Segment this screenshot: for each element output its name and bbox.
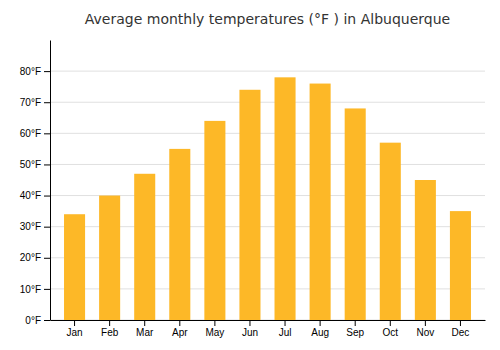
grid-line bbox=[50, 102, 485, 103]
x-tick-mark bbox=[249, 320, 250, 326]
y-tick-mark bbox=[44, 133, 50, 134]
y-tick: 70°F bbox=[20, 97, 50, 108]
y-tick: 50°F bbox=[20, 159, 50, 170]
y-tick: 10°F bbox=[20, 284, 50, 295]
y-tick: 30°F bbox=[20, 221, 50, 232]
y-tick: 0°F bbox=[25, 315, 50, 326]
x-tick-mark bbox=[355, 320, 356, 326]
plot: 0°F 10°F 20°F 30°F 40°F 50°F 60°F 70°F 80°F Jan Fe… bbox=[20, 41, 486, 339]
x-tick-label: Aug bbox=[311, 327, 329, 338]
x-tick: Jun bbox=[242, 320, 258, 338]
x-tick: Apr bbox=[172, 320, 188, 338]
x-tick-label: Oct bbox=[383, 327, 399, 338]
x-tick-label: Jun bbox=[242, 327, 258, 338]
y-tick-mark bbox=[44, 227, 50, 228]
x-tick-label: Mar bbox=[136, 327, 154, 338]
bar bbox=[64, 214, 85, 320]
x-tick-mark bbox=[109, 320, 110, 326]
x-axis: Jan Feb Mar Apr May Jun Jul Aug Sep Oct Nov Dec bbox=[51, 320, 486, 338]
x-tick: Dec bbox=[452, 320, 470, 338]
x-tick-mark bbox=[320, 320, 321, 326]
y-tick-mark bbox=[44, 196, 50, 197]
x-tick-mark bbox=[214, 320, 215, 326]
x-tick-mark bbox=[144, 320, 145, 326]
y-tick-label: 0°F bbox=[25, 315, 41, 326]
y-tick-mark bbox=[44, 102, 50, 103]
bar bbox=[204, 121, 225, 320]
y-tick-mark bbox=[44, 289, 50, 290]
x-tick: May bbox=[205, 320, 224, 338]
bars bbox=[64, 77, 471, 320]
bar bbox=[380, 143, 401, 320]
y-axis-line bbox=[50, 41, 51, 321]
x-tick: Nov bbox=[416, 320, 434, 338]
y-axis: 0°F 10°F 20°F 30°F 40°F 50°F 60°F 70°F 80°F bbox=[20, 41, 51, 326]
grid-line bbox=[50, 71, 485, 72]
x-tick-label: Nov bbox=[416, 327, 434, 338]
x-tick-mark bbox=[179, 320, 180, 326]
y-tick-mark bbox=[44, 258, 50, 259]
x-tick-label: Jul bbox=[279, 327, 292, 338]
y-tick-label: 60°F bbox=[20, 128, 41, 139]
x-tick-label: May bbox=[205, 327, 224, 338]
y-tick-label: 30°F bbox=[20, 221, 41, 232]
x-tick: Jan bbox=[66, 320, 82, 338]
y-tick-label: 50°F bbox=[20, 159, 41, 170]
y-tick: 80°F bbox=[20, 66, 50, 77]
bar bbox=[345, 108, 366, 320]
y-tick-mark bbox=[44, 71, 50, 72]
bar bbox=[239, 90, 260, 320]
x-tick: Mar bbox=[136, 320, 154, 338]
y-tick: 60°F bbox=[20, 128, 50, 139]
title: Average monthly temperatures (°F ) in Al… bbox=[85, 11, 450, 27]
grid-line bbox=[50, 133, 485, 134]
x-tick-mark bbox=[425, 320, 426, 326]
chart: 0°F 10°F 20°F 30°F 40°F 50°F 60°F 70°F 80°F Jan Fe… bbox=[0, 0, 500, 350]
x-tick: Aug bbox=[311, 320, 329, 338]
x-tick-mark bbox=[390, 320, 391, 326]
y-tick-mark bbox=[44, 320, 50, 321]
y-tick-label: 40°F bbox=[20, 190, 41, 201]
x-axis-line bbox=[51, 320, 486, 321]
y-tick-label: 20°F bbox=[20, 252, 41, 263]
bar bbox=[415, 180, 436, 320]
bar bbox=[134, 174, 155, 320]
x-tick-label: Apr bbox=[172, 327, 188, 338]
y-tick-label: 80°F bbox=[20, 66, 41, 77]
x-tick: Jul bbox=[279, 320, 292, 338]
grid-line bbox=[50, 164, 485, 165]
grid bbox=[50, 71, 485, 320]
x-tick-label: Dec bbox=[452, 327, 470, 338]
x-tick: Feb bbox=[101, 320, 119, 338]
y-tick-label: 70°F bbox=[20, 97, 41, 108]
bar bbox=[169, 149, 190, 320]
bar bbox=[99, 196, 120, 320]
x-tick-mark bbox=[285, 320, 286, 326]
bar bbox=[310, 84, 331, 320]
y-tick: 20°F bbox=[20, 252, 50, 263]
bar bbox=[450, 211, 471, 320]
x-tick-label: Jan bbox=[66, 327, 82, 338]
x-tick-label: Sep bbox=[346, 327, 364, 338]
x-tick: Sep bbox=[346, 320, 364, 338]
x-tick-mark bbox=[74, 320, 75, 326]
x-tick-mark bbox=[460, 320, 461, 326]
bar bbox=[275, 77, 296, 320]
x-tick-label: Feb bbox=[101, 327, 119, 338]
y-tick-mark bbox=[44, 164, 50, 165]
y-tick: 40°F bbox=[20, 190, 50, 201]
x-tick: Oct bbox=[383, 320, 399, 338]
y-tick-label: 10°F bbox=[20, 284, 41, 295]
